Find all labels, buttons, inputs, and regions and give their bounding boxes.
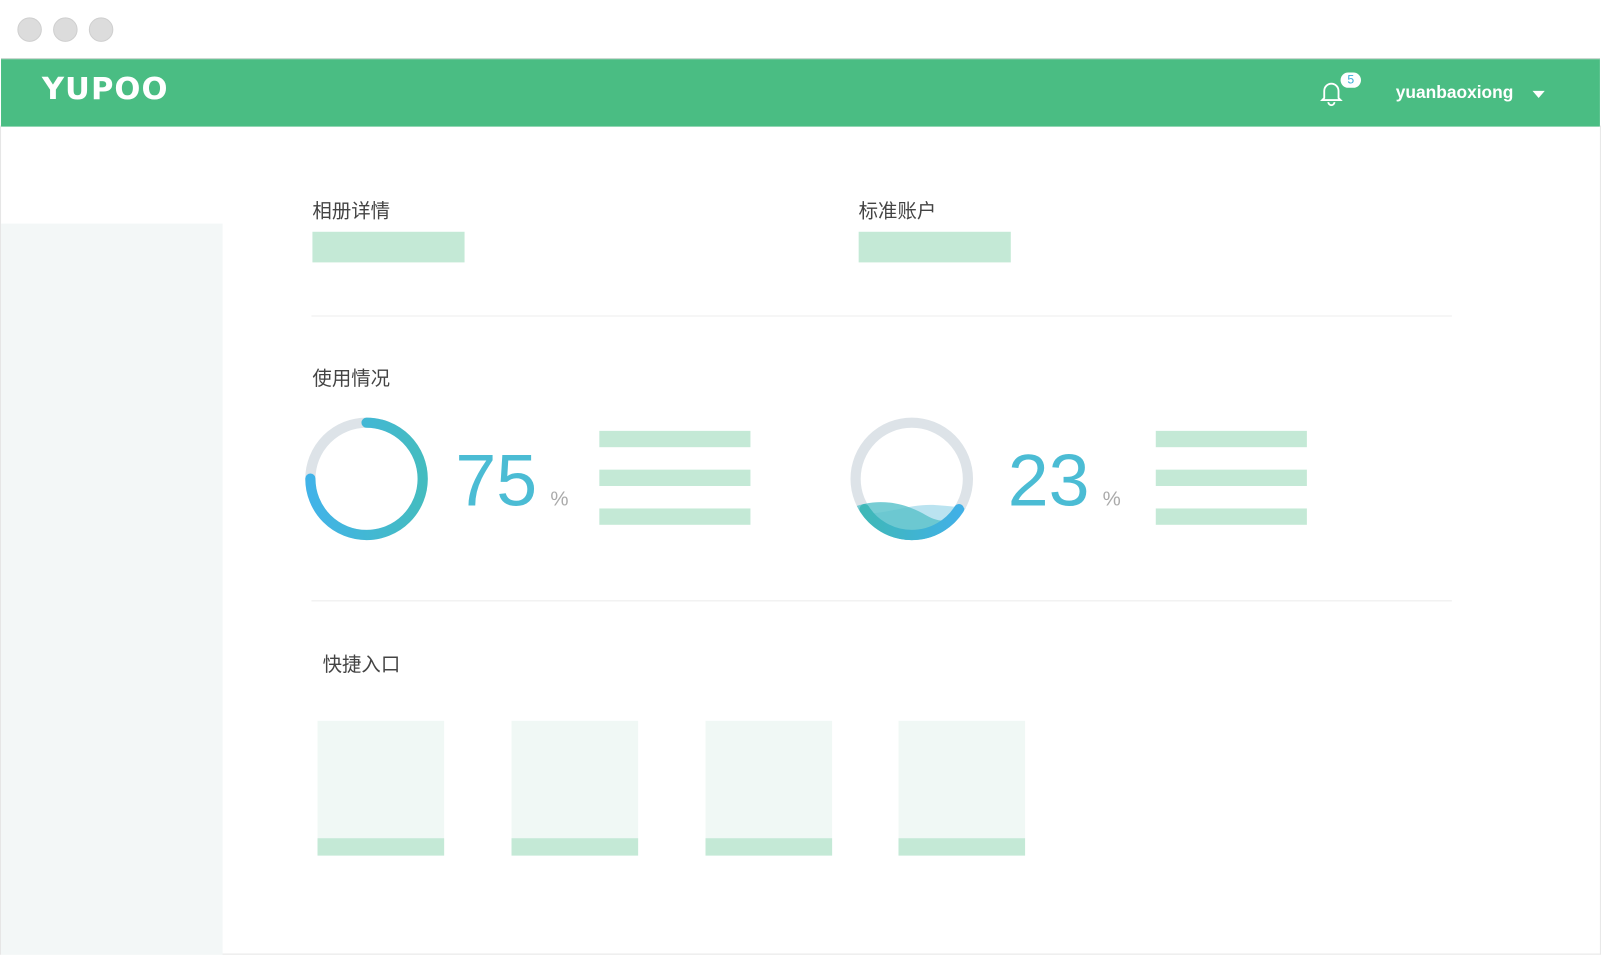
window-close-button[interactable] (17, 17, 42, 42)
usage-heading: 使用情况 (312, 368, 391, 391)
user-menu[interactable]: yuanbaoxiong (1395, 82, 1514, 103)
logo[interactable]: YUPOO (41, 71, 169, 108)
placeholder-line (1155, 430, 1307, 448)
placeholder-line (1155, 508, 1307, 525)
shortcut-tile[interactable] (898, 720, 1026, 856)
divider (311, 600, 1452, 602)
shortcut-tile-label-placeholder (705, 838, 833, 856)
usage-unit-2: % (1102, 488, 1121, 511)
usage-value-2: 23 (1007, 440, 1090, 522)
shortcut-tile-label-placeholder (898, 838, 1026, 856)
content-frame (0, 125, 1601, 955)
usage-unit-1: % (550, 488, 569, 511)
chevron-down-icon[interactable] (1532, 90, 1545, 99)
notification-badge: 5 (1340, 72, 1361, 88)
usage-water-chart (850, 417, 974, 541)
sidebar (1, 223, 223, 955)
album-details-placeholder (312, 231, 465, 263)
bell-icon[interactable] (1319, 80, 1343, 112)
top-header: YUPOO 5 yuanbaoxiong (1, 58, 1600, 127)
usage-ring-chart (305, 417, 428, 541)
placeholder-line (599, 430, 751, 448)
shortcut-tile-label-placeholder (511, 838, 639, 856)
placeholder-line (599, 508, 751, 525)
standard-account-heading: 标准账户 (858, 201, 937, 223)
placeholder-line (599, 469, 751, 486)
usage-value-1: 75 (455, 440, 538, 522)
shortcuts-heading: 快捷入口 (322, 654, 401, 676)
shortcut-tile-label-placeholder (317, 838, 445, 856)
ring-progress (859, 504, 965, 541)
album-details-heading: 相册详情 (312, 201, 391, 223)
shortcut-tile[interactable] (511, 720, 639, 856)
shortcut-tile[interactable] (705, 720, 833, 856)
placeholder-line (1155, 469, 1307, 486)
window-minimize-button[interactable] (53, 17, 78, 42)
standard-account-placeholder (858, 231, 1011, 263)
window-maximize-button[interactable] (88, 17, 114, 42)
shortcut-tile[interactable] (317, 720, 445, 856)
divider (311, 315, 1452, 317)
ring-progress (305, 417, 428, 541)
